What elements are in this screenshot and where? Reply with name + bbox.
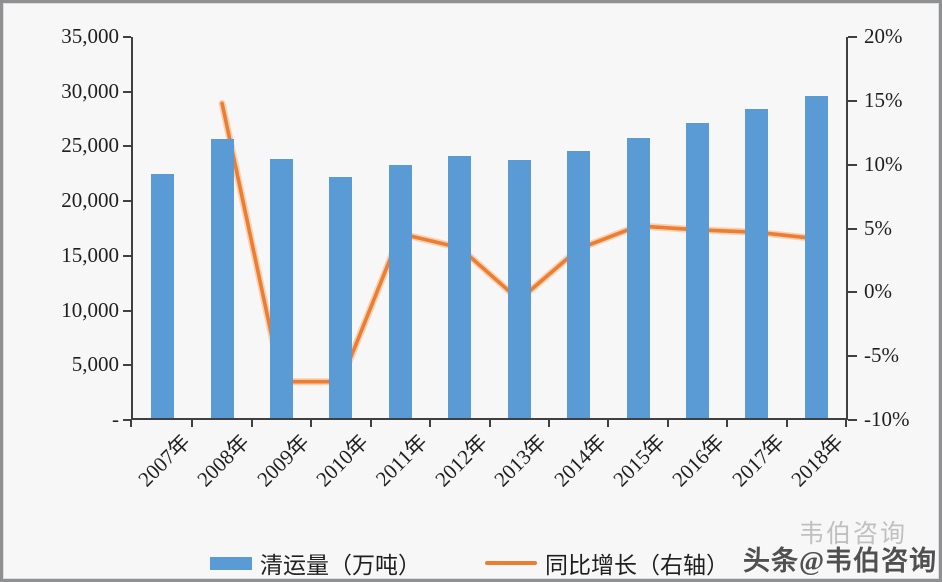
bar-2016年 (685, 122, 709, 418)
left-axis-tick (123, 36, 131, 38)
bar-2015年 (626, 137, 650, 418)
right-axis-tick-label: 10% (864, 151, 903, 176)
x-axis-tick (429, 420, 432, 427)
bar-2008年 (210, 138, 234, 418)
left-axis-tick (123, 254, 131, 257)
right-axis-tick (848, 99, 857, 102)
x-axis-tick (666, 420, 669, 427)
right-axis-tick (848, 163, 857, 166)
line-series-label: 同比增长（右轴） (545, 553, 729, 578)
left-axis-tick (123, 309, 131, 312)
left-axis-tick-label: 25,000 (61, 133, 119, 158)
bar-2017年 (745, 109, 769, 418)
left-axis-tick-label: 5,000 (71, 352, 119, 377)
left-axis-tick (123, 90, 131, 93)
bar-series-swatch (210, 556, 252, 570)
plot-area (131, 37, 848, 420)
bar-2011年 (388, 165, 412, 418)
bar-2009年 (270, 158, 294, 418)
x-axis-tick (130, 420, 132, 427)
bar-2007年 (151, 173, 175, 418)
left-axis-tick (123, 145, 131, 148)
x-axis-tick (607, 420, 610, 427)
right-axis-tick (848, 291, 857, 294)
left-axis-tick-label: 10,000 (61, 297, 119, 322)
right-axis-tick-label: -5% (864, 343, 899, 368)
x-axis-tick (785, 420, 788, 427)
line-series-swatch (485, 561, 537, 565)
bar-2018年 (804, 96, 828, 418)
x-axis-tick (250, 420, 253, 427)
right-axis-tick (848, 36, 857, 38)
right-axis-tick-label: 15% (864, 87, 903, 112)
right-axis-tick-label: -10% (864, 407, 910, 431)
left-axis-tick-label: 15,000 (61, 242, 119, 267)
right-axis-tick (848, 419, 857, 421)
x-axis-tick (369, 420, 372, 427)
left-axis-tick (123, 364, 131, 367)
right-axis-tick-label: 0% (864, 279, 892, 304)
right-axis-tick-label: 20% (864, 24, 903, 48)
legend-item-bar: 清运量（万吨） (210, 548, 421, 578)
bar-2013年 (507, 159, 531, 418)
x-axis-tick (191, 420, 194, 427)
right-axis-tick (848, 227, 857, 230)
bar-2014年 (567, 151, 591, 418)
x-axis-tick (845, 420, 847, 427)
bar-2012年 (448, 156, 472, 418)
left-axis-tick (123, 419, 131, 421)
watermark-ghost: 韦伯咨询 (799, 521, 908, 548)
growth-line-series (218, 99, 820, 386)
legend: 清运量（万吨） 同比增长（右轴） (3, 548, 942, 578)
bar-series-label: 清运量（万吨） (260, 553, 421, 578)
left-axis-tick-label: 20,000 (61, 188, 119, 213)
right-axis-tick-label: 5% (864, 215, 892, 240)
plot-canvas (133, 37, 846, 418)
watermark: 头条@韦伯咨询 (743, 546, 938, 576)
x-axis-tick (726, 420, 729, 427)
left-axis-tick (123, 200, 131, 203)
left-axis-tick-label: - (112, 407, 119, 431)
left-axis-tick-label: 35,000 (61, 24, 119, 48)
x-axis-tick (488, 420, 491, 427)
x-axis-tick (310, 420, 313, 427)
left-axis-tick-label: 30,000 (61, 78, 119, 103)
x-axis-tick (547, 420, 550, 427)
legend-item-line: 同比增长（右轴） (485, 548, 729, 578)
right-axis-tick (848, 355, 857, 358)
bar-2010年 (329, 177, 353, 418)
